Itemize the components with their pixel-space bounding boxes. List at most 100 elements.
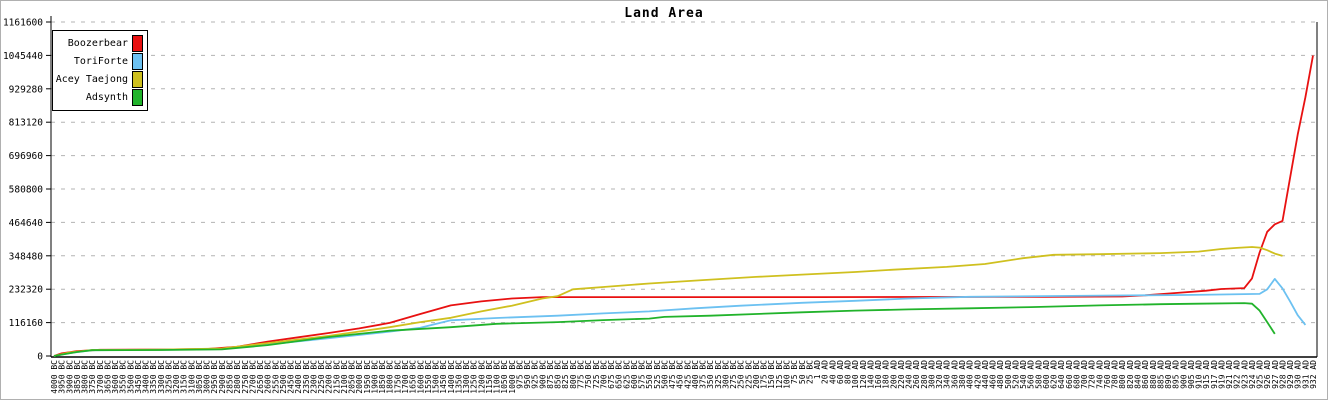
x-axis-label: 3450 BC (134, 360, 143, 394)
y-axis-label: 116160 (9, 318, 44, 329)
x-axis-label: 580 AD (1034, 360, 1043, 389)
x-axis-label: 900 AD (1179, 360, 1188, 389)
x-axis-label: 3700 BC (96, 360, 105, 394)
x-axis-label: 160 AD (874, 360, 883, 389)
x-axis-label: 350 BC (706, 360, 715, 389)
x-axis-label: 775 BC (577, 360, 586, 389)
x-axis-label: 175 BC (760, 360, 769, 389)
x-axis-label: 3650 BC (103, 360, 112, 394)
x-axis-label: 675 BC (607, 360, 616, 389)
x-axis-label: 875 BC (546, 360, 555, 389)
legend-label: Adsynth (85, 92, 128, 104)
x-axis-label: 300 BC (722, 360, 731, 389)
x-axis-label: 740 AD (1095, 360, 1104, 389)
x-axis-label: 420 AD (973, 360, 982, 389)
x-axis-label: 1450 BC (439, 360, 448, 394)
x-axis-label: 280 AD (920, 360, 929, 389)
x-axis-label: 930 AD (1294, 360, 1303, 389)
x-axis-label: 1550 BC (424, 360, 433, 394)
legend-item-toriforte: ToriForte (55, 52, 143, 70)
x-axis-label: 1050 BC (500, 360, 509, 394)
x-axis-label: 1900 BC (371, 360, 380, 394)
x-axis-label: 725 BC (592, 360, 601, 389)
x-axis-label: 375 BC (699, 360, 708, 389)
x-axis-label: 910 AD (1195, 360, 1204, 389)
x-axis-label: 1000 BC (508, 360, 517, 394)
x-axis-label: 575 BC (638, 360, 647, 389)
x-axis-label: 100 AD (851, 360, 860, 389)
x-axis-label: 480 AD (996, 360, 1005, 389)
x-axis-label: 1600 BC (416, 360, 425, 394)
x-axis-label: 2150 BC (332, 360, 341, 394)
x-axis-label: 700 BC (599, 360, 608, 389)
x-axis-label: 140 AD (866, 360, 875, 389)
x-axis-label: 525 BC (653, 360, 662, 389)
x-axis-label: 4000 BC (50, 360, 59, 394)
x-axis-label: 975 BC (515, 360, 524, 389)
x-axis-label: 2100 BC (340, 360, 349, 394)
x-axis-label: 2950 BC (210, 360, 219, 394)
x-axis-label: 890 AD (1164, 360, 1173, 389)
x-axis-label: 340 AD (943, 360, 952, 389)
x-axis-label: 640 AD (1057, 360, 1066, 389)
legend-item-boozerbear: Boozerbear (55, 34, 143, 52)
x-axis-label: 1200 BC (477, 360, 486, 394)
legend-swatch-adsynth (132, 89, 143, 107)
x-axis-label: 923 AD (1240, 360, 1249, 389)
x-axis-label: 440 AD (981, 360, 990, 389)
x-axis-label: 3800 BC (81, 360, 90, 394)
x-axis-label: 180 AD (882, 360, 891, 389)
x-axis-label: 550 BC (645, 360, 654, 389)
x-axis-label: 895 AD (1172, 360, 1181, 389)
x-axis-label: 600 AD (1042, 360, 1051, 389)
x-axis-label: 1950 BC (363, 360, 372, 394)
x-axis-label: 800 AD (1118, 360, 1127, 389)
x-axis-label: 925 BC (531, 360, 540, 389)
x-axis-label: 275 BC (729, 360, 738, 389)
x-axis-label: 40 AD (828, 360, 837, 384)
x-axis-label: 3250 BC (165, 360, 174, 394)
x-axis-label: 2550 BC (271, 360, 280, 394)
x-axis-label: 620 AD (1050, 360, 1059, 389)
x-axis-label: 921 AD (1225, 360, 1234, 389)
x-axis-label: 885 AD (1156, 360, 1165, 389)
x-axis-label: 260 AD (912, 360, 921, 389)
x-axis-label: 3200 BC (172, 360, 181, 394)
x-axis-label: 450 BC (676, 360, 685, 389)
x-axis-label: 400 AD (966, 360, 975, 389)
x-axis-label: 600 BC (630, 360, 639, 389)
y-axis-label: 929280 (9, 84, 44, 95)
x-axis-label: 880 AD (1149, 360, 1158, 389)
x-axis-label: 928 AD (1279, 360, 1288, 389)
x-axis-label: 925 AD (1256, 360, 1265, 389)
x-axis-label: 50 BC (798, 360, 807, 384)
x-axis-label: 2200 BC (325, 360, 334, 394)
x-axis-label: 200 BC (752, 360, 761, 389)
x-axis-label: 2700 BC (248, 360, 257, 394)
x-axis-label: 3950 BC (58, 360, 67, 394)
x-axis-label: 2650 BC (256, 360, 265, 394)
x-axis-label: 919 AD (1217, 360, 1226, 389)
x-axis-label: 425 BC (683, 360, 692, 389)
legend-label: Boozerbear (67, 37, 128, 49)
x-axis-label: 929 AD (1286, 360, 1295, 389)
x-axis-label: 500 AD (1004, 360, 1013, 389)
x-axis-label: 1350 BC (454, 360, 463, 394)
x-axis-label: 80 AD (844, 360, 853, 384)
x-axis-label: 3550 BC (119, 360, 128, 394)
y-axis-label: 1161600 (3, 18, 43, 29)
x-axis-label: 60 AD (836, 360, 845, 384)
x-axis-label: 931 AD (1301, 360, 1310, 389)
x-axis-label: 225 BC (744, 360, 753, 389)
y-axis-label: 464640 (9, 218, 44, 229)
x-axis-label: 700 AD (1080, 360, 1089, 389)
x-axis-label: 915 AD (1202, 360, 1211, 389)
x-axis-label: 1250 BC (470, 360, 479, 394)
legend-swatch-boozerbear (132, 34, 143, 52)
x-axis-label: 20 AD (821, 360, 830, 384)
legend: Boozerbear ToriForte Acey Taejong Adsynth (52, 30, 148, 111)
x-axis-label: 860 AD (1141, 360, 1150, 389)
x-axis-label: 520 AD (1011, 360, 1020, 389)
